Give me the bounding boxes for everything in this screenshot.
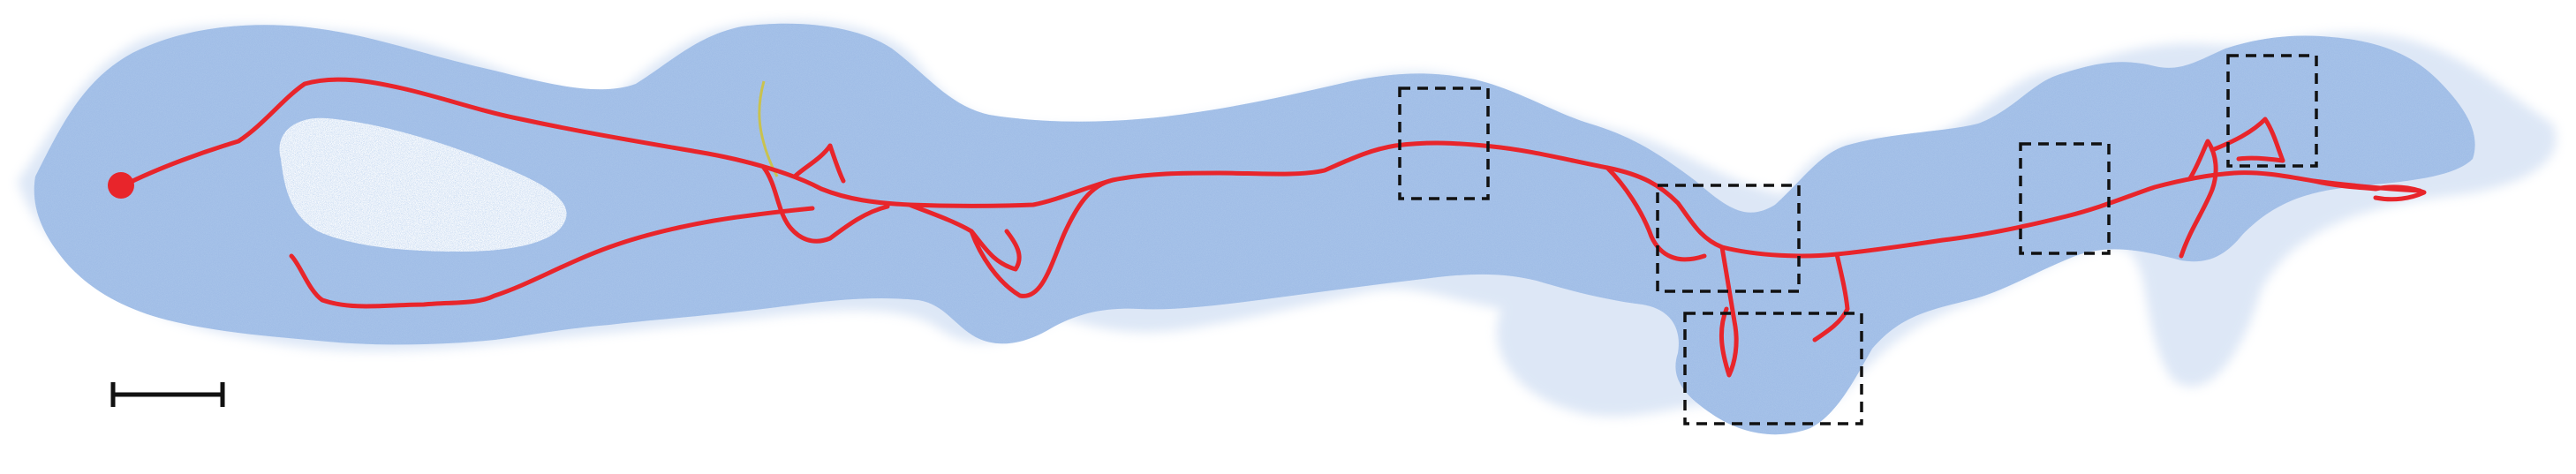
neuron-trace xyxy=(121,77,2427,378)
scale-bar xyxy=(110,382,225,407)
secondary-trace xyxy=(758,80,779,177)
roi-box-4 xyxy=(2019,142,2111,255)
roi-box-2 xyxy=(1656,184,1801,293)
roi-box-3 xyxy=(1683,312,1863,425)
roi-boxes xyxy=(1398,54,2318,425)
roi-box-1 xyxy=(1398,87,1490,200)
roi-box-5 xyxy=(2226,54,2318,168)
start-marker xyxy=(108,172,134,199)
